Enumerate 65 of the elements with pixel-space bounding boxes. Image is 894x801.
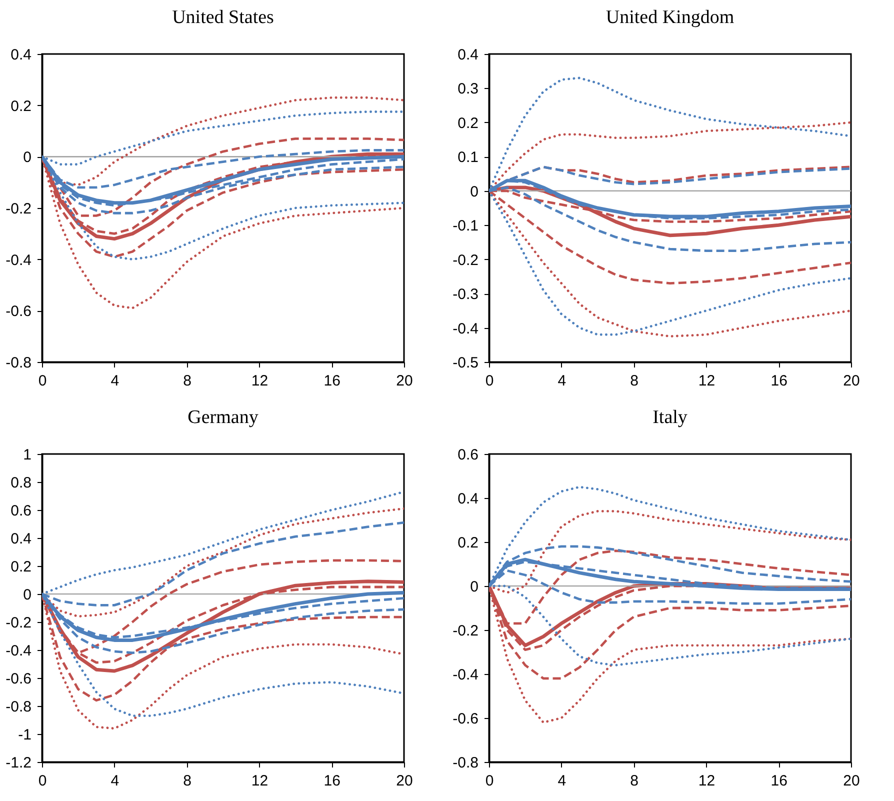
x-tick-label: 8: [630, 772, 638, 790]
x-tick-label: 16: [324, 772, 340, 790]
y-tick-label: 0.2: [458, 114, 478, 132]
y-tick-label: -1.2: [6, 754, 32, 772]
y-tick-label: -1: [18, 726, 32, 744]
y-tick-label: -0.3: [452, 286, 478, 304]
y-tick-label: 0.2: [10, 558, 32, 576]
x-tick-label: 0: [485, 372, 494, 390]
y-tick-label: -0.8: [6, 698, 32, 716]
x-tick-label: 20: [843, 772, 860, 790]
x-tick-label: 4: [558, 772, 566, 790]
x-tick-label: 16: [770, 772, 788, 790]
y-tick-label: 0.8: [10, 474, 32, 492]
y-tick-label: 0: [470, 578, 478, 596]
y-tick-label: -0.8: [6, 354, 32, 372]
x-tick-label: 12: [251, 372, 268, 390]
x-tick-label: 4: [110, 372, 120, 390]
y-tick-label: 0.6: [10, 502, 32, 520]
x-tick-label: 4: [558, 372, 566, 390]
x-tick-label: 16: [324, 372, 340, 390]
y-tick-label: -0.5: [452, 354, 478, 372]
y-tick-label: -0.2: [6, 200, 32, 218]
x-tick-label: 16: [770, 372, 788, 390]
y-tick-label: 0.3: [458, 80, 478, 98]
chart-title: United Kingdom: [606, 7, 734, 28]
y-tick-label: -0.2: [452, 622, 478, 640]
x-tick-label: 0: [38, 372, 47, 390]
y-tick-label: 0: [23, 586, 32, 604]
y-tick-label: -0.4: [452, 320, 478, 338]
x-tick-label: 20: [396, 372, 413, 390]
y-tick-label: 0.4: [10, 46, 32, 64]
y-tick-label: 0: [470, 183, 478, 200]
x-tick-label: 8: [183, 372, 192, 390]
y-tick-label: -0.2: [452, 252, 478, 269]
y-tick-label: 0.4: [458, 490, 478, 508]
y-tick-label: 0.4: [10, 530, 32, 548]
x-tick-label: 12: [251, 772, 268, 790]
chart-title: United States: [172, 7, 274, 28]
y-tick-label: 0: [23, 149, 32, 166]
y-tick-label: 0.6: [458, 446, 478, 464]
y-tick-label: -0.4: [6, 252, 32, 269]
y-tick-label: -0.1: [452, 218, 478, 235]
x-tick-label: 12: [698, 772, 716, 790]
y-tick-label: 0.1: [458, 149, 478, 166]
y-tick-label: 1: [23, 446, 32, 464]
y-tick-label: -0.4: [6, 642, 32, 660]
y-tick-label: -0.6: [6, 670, 32, 688]
chart-title: Germany: [188, 407, 259, 428]
y-tick-label: -0.6: [452, 710, 478, 728]
x-tick-label: 20: [396, 772, 413, 790]
y-tick-label: -0.8: [452, 754, 478, 772]
y-tick-label: 0.2: [10, 98, 32, 115]
y-tick-label: -0.2: [6, 614, 32, 632]
x-tick-label: 8: [630, 372, 638, 390]
chart-title: Italy: [652, 407, 688, 428]
y-tick-label: 0.4: [458, 46, 478, 64]
y-tick-label: -0.4: [452, 666, 478, 684]
x-tick-label: 4: [110, 772, 120, 790]
x-tick-label: 12: [698, 372, 716, 390]
x-tick-label: 0: [485, 772, 494, 790]
y-tick-label: 0.2: [458, 534, 478, 552]
y-tick-label: -0.6: [6, 303, 32, 320]
x-tick-label: 0: [38, 772, 47, 790]
x-tick-label: 8: [183, 772, 192, 790]
x-tick-label: 20: [843, 372, 860, 390]
